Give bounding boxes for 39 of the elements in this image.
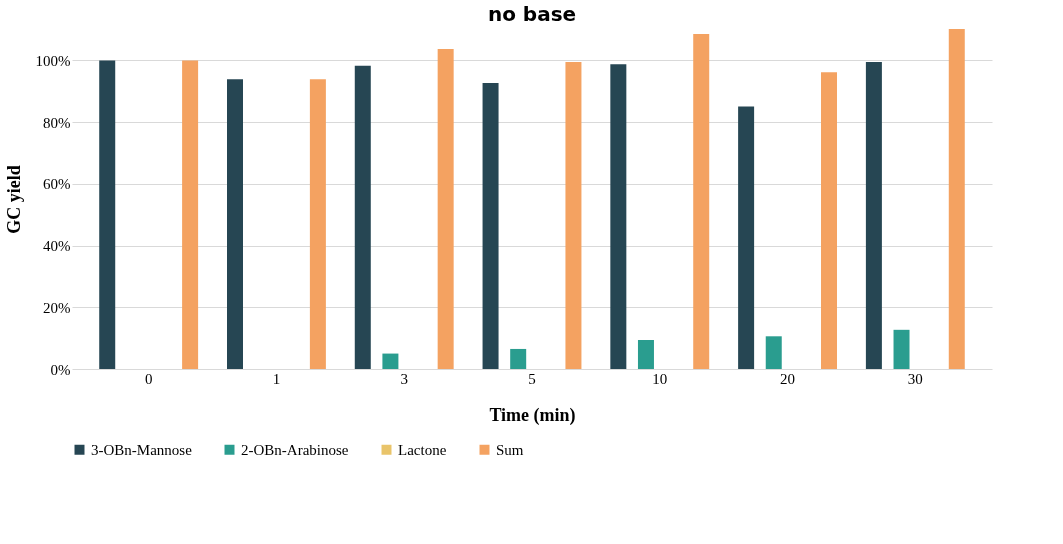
bar <box>693 33 710 369</box>
x-tick-label: 3 <box>400 370 408 387</box>
bar <box>821 72 837 369</box>
chart-title: no base <box>487 2 577 26</box>
y-tick-label: 0% <box>50 361 71 378</box>
y-tick-label: 20% <box>43 299 71 316</box>
bar <box>610 64 627 369</box>
legend-label: 3-OBn-Mannose <box>91 441 193 458</box>
x-tick-label: 0 <box>144 370 153 387</box>
x-axis-title: Time (min) <box>489 404 576 426</box>
bar <box>765 336 782 369</box>
bar <box>948 29 965 369</box>
y-tick-label: 80% <box>43 114 71 131</box>
bar <box>354 65 371 369</box>
x-tick-label: 5 <box>528 370 536 387</box>
bar <box>865 62 882 369</box>
bar <box>99 60 116 369</box>
bar <box>565 62 582 369</box>
y-tick-label: 60% <box>43 176 71 193</box>
bar <box>382 353 399 369</box>
bar <box>182 60 199 369</box>
y-tick-label: 100% <box>35 52 71 69</box>
x-tick-label: 20 <box>780 370 796 387</box>
legend-label: Sum <box>496 441 524 458</box>
legend-label: Lactone <box>398 441 447 458</box>
bar <box>893 329 910 369</box>
bar <box>227 79 243 369</box>
bar <box>738 106 755 369</box>
x-tick-label: 1 <box>272 370 281 387</box>
x-tick-label: 30 <box>907 370 923 387</box>
bar <box>309 79 326 369</box>
bar <box>637 340 654 369</box>
bar <box>482 82 499 369</box>
bar <box>437 49 454 369</box>
y-axis-title: GC yield <box>3 165 24 234</box>
bar <box>510 348 527 369</box>
y-tick-label: 40% <box>43 238 71 255</box>
x-tick-label: 10 <box>652 370 668 387</box>
legend-label: 2-OBn-Arabinose <box>241 441 349 458</box>
